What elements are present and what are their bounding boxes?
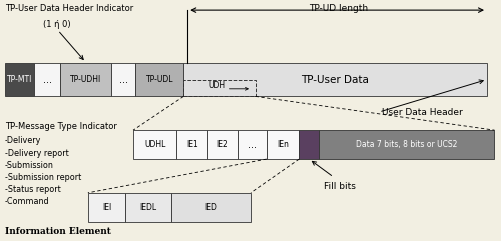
Text: IEI: IEI [102,203,111,212]
Bar [111,63,135,96]
Bar [88,193,125,222]
Text: TP-Message Type Indicator: TP-Message Type Indicator [5,122,117,131]
Text: -Status report: -Status report [5,185,61,194]
Text: -Submission: -Submission [5,161,54,170]
Text: (1 ή 0): (1 ή 0) [43,20,70,29]
Text: UDHL: UDHL [144,140,165,149]
Text: IEn: IEn [277,140,289,149]
Text: TP-User Data Header Indicator: TP-User Data Header Indicator [5,4,133,13]
Text: ...: ... [43,74,52,85]
Bar [237,130,266,159]
Bar [183,80,255,96]
Text: -Delivery: -Delivery [5,136,41,146]
Text: User Data Header: User Data Header [381,107,461,117]
Text: ...: ... [118,74,127,85]
Bar [207,130,237,159]
Text: Fill bits: Fill bits [323,182,355,191]
Text: IE2: IE2 [216,140,228,149]
Bar [133,130,176,159]
Text: IEDL: IEDL [139,203,156,212]
Bar [319,130,493,159]
Text: TP-UD length: TP-UD length [309,4,368,13]
Bar [299,130,319,159]
Bar [176,130,207,159]
Text: UDH: UDH [208,81,225,90]
Text: TP-User Data: TP-User Data [301,74,368,85]
Bar [34,63,60,96]
Text: -Command: -Command [5,197,50,206]
Text: -Delivery report: -Delivery report [5,148,69,158]
Text: TP-UDHI: TP-UDHI [70,75,101,84]
Bar [60,63,111,96]
Text: Information Element: Information Element [5,227,111,236]
Bar [125,193,171,222]
Text: ...: ... [247,140,257,150]
Text: Data 7 bits, 8 bits or UCS2: Data 7 bits, 8 bits or UCS2 [355,140,456,149]
Text: -Submission report: -Submission report [5,173,81,182]
Bar [266,130,299,159]
Bar [5,63,34,96]
Bar [171,193,250,222]
Text: TP-UDL: TP-UDL [145,75,173,84]
Text: TP-MTI: TP-MTI [7,75,32,84]
Bar [135,63,183,96]
Text: IED: IED [204,203,217,212]
Bar [183,63,486,96]
Text: IE1: IE1 [185,140,197,149]
